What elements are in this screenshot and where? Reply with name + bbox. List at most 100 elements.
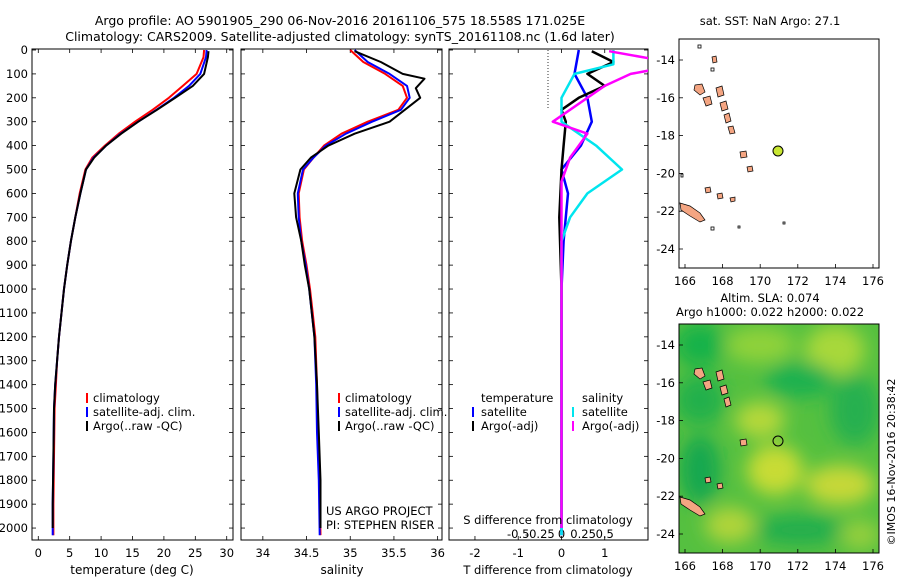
sst-map-title: sat. SST: NaN Argo: 27.1 xyxy=(700,14,841,28)
s-difference-tick-label: 0.25 xyxy=(570,527,596,541)
depth-tick-label: 1200 xyxy=(0,330,28,344)
depth-tick-label: 400 xyxy=(6,139,28,153)
depth-tick-label: 200 xyxy=(6,91,28,105)
map-lon-label: 168 xyxy=(712,274,734,288)
salinity-tick-label: 36 xyxy=(430,546,445,560)
series-line-0 xyxy=(52,49,206,536)
depth-tick-label: 700 xyxy=(6,210,28,224)
legend-swatch-satellite xyxy=(86,407,88,417)
map-lon-label: 176 xyxy=(862,274,884,288)
depth-tick-label: 1800 xyxy=(0,473,28,487)
t-difference-tick-label: 0 xyxy=(558,546,565,560)
sla-map-axes: 166 168 170 172 174 176 -14 -16 -18 -20 -22 -24 xyxy=(656,338,884,573)
map-lat-label: -22 xyxy=(656,489,675,503)
difference-x-axis: -2 -1 0 1-0.5-0.25 0 0.25 0.5 xyxy=(469,49,614,560)
sla-map-field xyxy=(679,324,879,553)
map-lat-label: -16 xyxy=(656,91,675,105)
map-lon-label: 174 xyxy=(824,274,846,288)
depth-tick-label: 1700 xyxy=(0,449,28,463)
difference-plot-frame xyxy=(448,48,649,541)
s-difference-tick-label: -0.5 xyxy=(507,527,529,541)
series-line-2 xyxy=(293,50,426,528)
temperature-tick-label: 0 xyxy=(35,546,42,560)
series-line-1 xyxy=(51,49,208,536)
legend-label-argo: Argo(..raw -QC) xyxy=(93,419,183,433)
sst-map-small-islands xyxy=(680,44,786,231)
legend-swatch-climatology xyxy=(86,393,88,403)
title-line-1: Argo profile: AO 5901905_290 06-Nov-2016… xyxy=(95,13,585,28)
depth-tick-label: 1900 xyxy=(0,497,28,511)
difference-series xyxy=(551,49,648,536)
salinity-tick-label: 34.5 xyxy=(294,546,320,560)
t-difference-tick-label: -1 xyxy=(512,546,523,560)
sst-map-axes: 166 168 170 172 174 176 -14 -16 -18 -20 -22 -24 xyxy=(656,53,884,288)
t-difference-tick-label: 1 xyxy=(601,546,608,560)
s-difference-tick-label: 0.5 xyxy=(596,527,614,541)
depth-tick-label: 1300 xyxy=(0,354,28,368)
map-lon-label: 172 xyxy=(787,559,809,573)
series-line-0 xyxy=(297,49,408,536)
map-lat-label: -24 xyxy=(656,242,675,256)
legend-swatch-s-satellite xyxy=(572,407,574,417)
temperature-tick-label: 30 xyxy=(219,546,234,560)
map-lon-label: 174 xyxy=(824,559,846,573)
salinity-x-axis: 34 34.5 35 35.5 36 xyxy=(256,49,445,560)
legend-swatch-t-argo xyxy=(472,421,474,431)
legend-label-climatology: climatology xyxy=(345,391,412,405)
temperature-series xyxy=(51,49,210,536)
depth-tick-label: 0 xyxy=(21,43,28,57)
sst-map-islands xyxy=(679,55,754,223)
depth-tick-label: 1000 xyxy=(0,282,28,296)
map-lat-label: -18 xyxy=(656,129,675,143)
salinity-plot-frame xyxy=(240,48,443,541)
legend-header-temperature: temperature xyxy=(481,391,553,405)
salinity-legend: climatology satellite-adj. clim. Argo(..… xyxy=(338,391,447,433)
salinity-tick-label: 34 xyxy=(256,546,271,560)
depth-axis: 0 100 200 300 400 500 600 700 800 900 1000 1100 1200… xyxy=(0,43,648,535)
series-line-1 xyxy=(296,49,411,536)
map-lon-label: 176 xyxy=(862,559,884,573)
legend-label-satellite: satellite-adj. clim. xyxy=(93,405,195,419)
temperature-tick-label: 15 xyxy=(125,546,140,560)
legend-swatch-climatology xyxy=(338,393,340,403)
s-difference-tick-label: -0.25 xyxy=(525,527,555,541)
legend-swatch-t-satellite xyxy=(472,407,474,417)
map-lat-label: -18 xyxy=(656,414,675,428)
legend-label-s-satellite: satellite xyxy=(582,405,628,419)
sla-map-title-2: Argo h1000: 0.022 h2000: 0.022 xyxy=(676,305,864,319)
sla-map-argo-marker xyxy=(772,435,784,447)
map-lon-label: 166 xyxy=(674,559,696,573)
map-lon-label: 166 xyxy=(674,274,696,288)
salinity-series xyxy=(293,49,426,536)
legend-label-climatology: climatology xyxy=(93,391,160,405)
temperature-tick-label: 5 xyxy=(66,546,73,560)
t-difference-xlabel: T difference from climatology xyxy=(462,563,633,577)
s-difference-xlabel: S difference from climatology xyxy=(463,513,633,527)
pi-label: PI: STEPHEN RISER xyxy=(326,518,435,532)
depth-tick-label: 100 xyxy=(6,67,28,81)
depth-tick-label: 1500 xyxy=(0,402,28,416)
temperature-tick-label: 10 xyxy=(94,546,109,560)
legend-label-t-argo: Argo(-adj) xyxy=(481,419,538,433)
map-lon-label: 170 xyxy=(749,274,771,288)
depth-tick-label: 1600 xyxy=(0,425,28,439)
legend-label-s-argo: Argo(-adj) xyxy=(582,419,639,433)
legend-swatch-satellite xyxy=(338,407,340,417)
temperature-x-axis: 0 5 10 15 20 25 30 xyxy=(35,49,234,560)
temperature-xlabel: temperature (deg C) xyxy=(70,563,193,577)
depth-tick-label: 800 xyxy=(6,234,28,248)
map-lon-label: 170 xyxy=(749,559,771,573)
temperature-tick-label: 25 xyxy=(188,546,203,560)
depth-tick-label: 1100 xyxy=(0,306,28,320)
sla-map-islands xyxy=(679,367,748,517)
map-lon-label: 168 xyxy=(712,559,734,573)
map-lat-label: -14 xyxy=(656,53,675,67)
map-lon-label: 172 xyxy=(787,274,809,288)
difference-series-line-1 xyxy=(558,50,615,528)
map-lat-label: -14 xyxy=(656,338,675,352)
salinity-xlabel: salinity xyxy=(320,563,363,577)
map-lat-label: -24 xyxy=(656,527,675,541)
sst-map-argo-marker xyxy=(772,145,784,157)
map-lat-label: -22 xyxy=(656,204,675,218)
project-label: US ARGO PROJECT xyxy=(326,504,434,518)
